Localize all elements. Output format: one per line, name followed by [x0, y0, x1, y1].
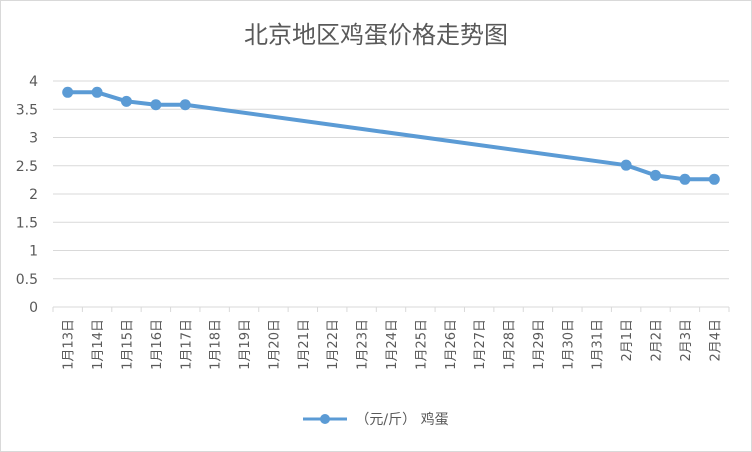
x-tick-label: 1月16日 [150, 319, 165, 370]
x-tick-label: 2月4日 [708, 319, 723, 362]
data-point [708, 173, 720, 185]
data-point [91, 86, 103, 98]
x-tick-label: 1月27日 [473, 319, 488, 370]
x-tick-label: 1月21日 [297, 319, 312, 370]
x-tick-label: 1月23日 [356, 319, 371, 370]
y-tick-label: 2.5 [16, 159, 38, 175]
x-tick-label: 1月31日 [591, 319, 606, 370]
y-tick-label: 3 [29, 131, 38, 147]
x-tick-label: 2月3日 [679, 319, 694, 362]
data-point [62, 86, 74, 98]
x-tick-label: 2月1日 [620, 319, 635, 362]
legend-marker-icon [303, 414, 348, 424]
data-point [679, 173, 691, 185]
x-tick-label: 1月17日 [179, 319, 194, 370]
series-line [65, 90, 717, 182]
chart-title: 北京地区鸡蛋价格走势图 [244, 21, 508, 49]
x-tick-label: 1月26日 [444, 319, 459, 370]
x-tick-label: 1月25日 [414, 319, 429, 370]
x-tick-label: 1月18日 [209, 319, 224, 370]
x-tick-label: 1月29日 [532, 319, 547, 370]
data-point [650, 169, 662, 181]
y-tick-label: 0 [29, 300, 38, 316]
x-tick-label: 1月19日 [238, 319, 253, 370]
x-tick-label: 1月22日 [326, 319, 341, 370]
x-tick-label: 1月20日 [267, 319, 282, 370]
x-tick-label: 1月15日 [120, 319, 135, 370]
x-tick-label: 1月24日 [385, 319, 400, 370]
x-tick-label: 1月30日 [561, 319, 576, 370]
x-tick-label: 1月14日 [91, 319, 106, 370]
y-tick-label: 4 [29, 74, 38, 90]
data-point [120, 95, 132, 107]
legend-label: （元/斤） 鸡蛋 [355, 412, 449, 428]
x-tick-label: 1月28日 [503, 319, 518, 370]
legend: （元/斤） 鸡蛋 [1, 409, 751, 429]
y-tick-label: 3.5 [16, 102, 38, 118]
y-tick-label: 2 [29, 187, 38, 203]
data-point [179, 99, 191, 111]
x-tick-label: 2月2日 [650, 319, 665, 362]
y-tick-label: 1.5 [16, 215, 38, 231]
data-point [620, 159, 632, 171]
y-tick-label: 0.5 [16, 272, 38, 288]
y-tick-label: 1 [29, 244, 38, 260]
data-point [150, 99, 162, 111]
x-tick-label: 1月13日 [62, 319, 77, 370]
